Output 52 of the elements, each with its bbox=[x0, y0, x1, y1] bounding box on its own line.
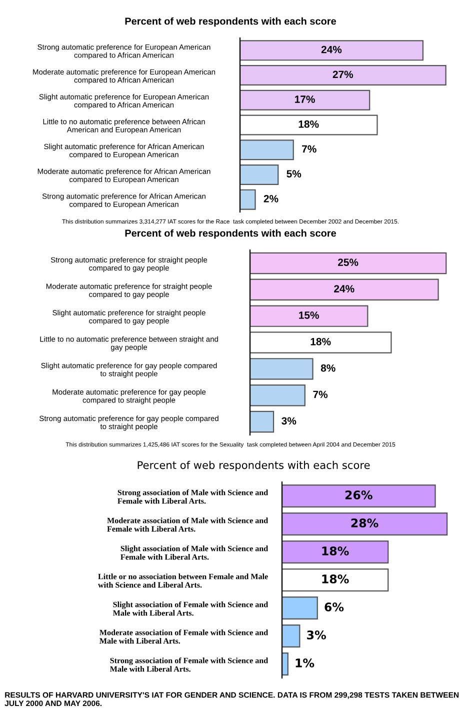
bar bbox=[240, 140, 294, 160]
y-tick-label: Strong association of Female with Science and Male with Liberal Arts. bbox=[110, 657, 268, 672]
y-tick-label: Slight association of Female with Science and Male with Liberal Arts. bbox=[112, 601, 268, 616]
bar bbox=[282, 512, 448, 536]
bar bbox=[282, 652, 288, 676]
y-tick-label: Moderate association of Female with Science and Male with Liberal Arts. bbox=[100, 629, 268, 644]
y-tick-label: Slight association of Male with Science and Female with Liberal Arts. bbox=[120, 545, 268, 560]
data-label: 18% bbox=[310, 338, 331, 346]
data-label: 27% bbox=[332, 70, 354, 78]
bar bbox=[250, 384, 306, 406]
data-label: 1% bbox=[296, 658, 314, 668]
chart-title: Percent of web respondents with each score bbox=[125, 229, 336, 239]
bar bbox=[240, 164, 279, 185]
bar bbox=[282, 568, 389, 592]
bar bbox=[282, 540, 389, 564]
bar bbox=[250, 278, 439, 301]
bar bbox=[250, 332, 392, 354]
data-label: 3% bbox=[282, 417, 296, 425]
data-label: 3% bbox=[307, 630, 326, 640]
data-label: 6% bbox=[324, 602, 344, 612]
bar bbox=[240, 90, 370, 110]
data-label: 26% bbox=[345, 490, 372, 500]
bar bbox=[250, 305, 368, 327]
data-label: 18% bbox=[322, 574, 349, 584]
chart-title: Percent of web respondents with each score bbox=[125, 17, 336, 27]
data-label: 7% bbox=[302, 145, 316, 153]
data-label: 18% bbox=[322, 546, 349, 556]
bar bbox=[240, 65, 446, 86]
data-label: 15% bbox=[299, 312, 319, 319]
y-tick-label: Little or no association between Female and Male with Science and Liberal Arts. bbox=[98, 574, 268, 588]
y-tick-label: Strong association of Male with Science and Female with Liberal Arts. bbox=[118, 489, 268, 504]
data-label: 5% bbox=[286, 170, 302, 178]
bar bbox=[250, 252, 447, 274]
bar bbox=[240, 189, 256, 210]
y-tick-label: Moderate association of Male with Science and Female with Liberal Arts. bbox=[107, 517, 268, 532]
bar bbox=[250, 358, 314, 380]
data-label: 18% bbox=[298, 120, 319, 128]
bar bbox=[240, 40, 424, 61]
bar bbox=[250, 410, 274, 433]
data-label: 24% bbox=[321, 46, 342, 54]
data-label: 17% bbox=[295, 96, 315, 103]
bar bbox=[282, 596, 318, 620]
data-label: 24% bbox=[334, 285, 354, 292]
bar bbox=[282, 484, 436, 508]
data-label: 25% bbox=[338, 258, 358, 266]
data-label: 8% bbox=[320, 364, 336, 372]
bar bbox=[240, 114, 378, 136]
data-label: 28% bbox=[351, 518, 378, 528]
data-label: 7% bbox=[313, 390, 328, 398]
data-label: 2% bbox=[264, 194, 278, 202]
bar bbox=[282, 624, 300, 648]
chart-title: Percent of web respondents with each score bbox=[138, 460, 370, 472]
